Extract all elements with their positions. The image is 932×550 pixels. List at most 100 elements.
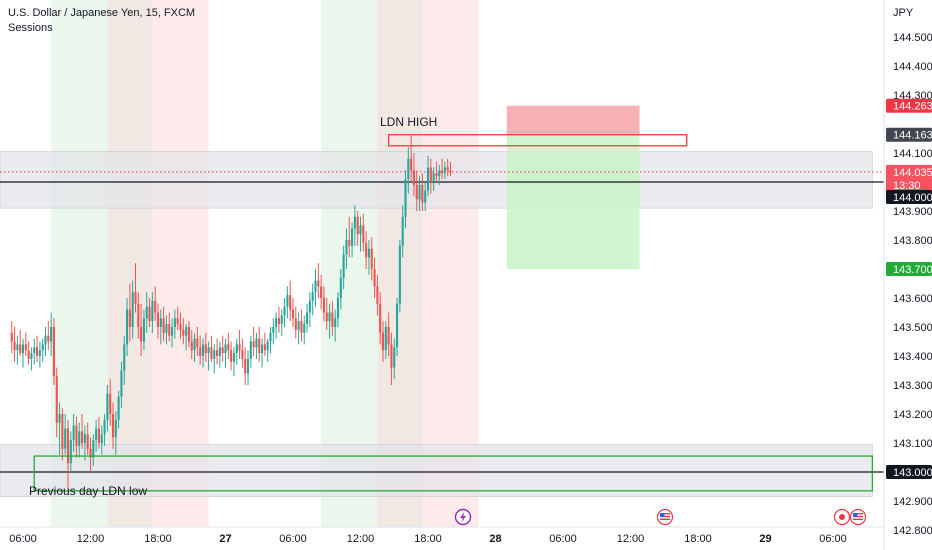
candle-body <box>387 327 390 345</box>
candle-body <box>303 324 306 333</box>
candle <box>421 173 424 211</box>
candle <box>221 335 224 362</box>
candle-body <box>69 440 72 464</box>
candle-body <box>359 225 362 235</box>
candle-body <box>55 376 58 423</box>
candle <box>86 422 89 455</box>
candle <box>286 286 289 319</box>
candle-body <box>241 350 244 359</box>
time-tick-label: 06:00 <box>9 533 37 545</box>
candle-body <box>123 344 126 371</box>
candle <box>199 335 202 365</box>
candle <box>114 411 117 455</box>
candle <box>38 341 41 368</box>
prev-day-low-box[interactable] <box>33 455 874 492</box>
candle-body <box>415 184 418 200</box>
candle <box>52 318 55 385</box>
candle-body <box>432 173 435 182</box>
candle-body <box>404 179 407 217</box>
candle <box>227 332 230 359</box>
candle-body <box>162 318 165 333</box>
candle-body <box>308 300 311 313</box>
prev-day-low-label: Previous day LDN low <box>29 484 147 498</box>
lightning-event-icon[interactable] <box>454 508 472 526</box>
candle-body <box>297 321 300 330</box>
ldn-high-box[interactable] <box>387 134 688 147</box>
candle-body <box>204 344 207 354</box>
session-shading-layer <box>51 0 479 527</box>
candle <box>106 385 109 432</box>
candle <box>134 263 137 313</box>
us-flag-event-icon[interactable] <box>656 508 674 526</box>
price-tick-label: 143.400 <box>893 351 932 363</box>
candle <box>173 309 176 339</box>
candle-body <box>21 344 25 354</box>
candle <box>103 414 106 446</box>
horizontal-lines-layer <box>0 171 884 473</box>
candle-body <box>398 245 401 304</box>
candle-body <box>92 440 95 458</box>
candle-body <box>190 341 193 351</box>
candle <box>213 344 216 374</box>
candle <box>379 292 382 345</box>
candle <box>66 419 70 490</box>
candle-body <box>137 303 140 327</box>
candle <box>263 332 266 356</box>
candle-body <box>449 170 452 172</box>
drawn-rectangles-layer[interactable] <box>33 134 874 492</box>
position-stop-zone[interactable] <box>506 105 640 135</box>
candle <box>154 286 157 322</box>
price-tick-label: 144.500 <box>893 32 932 44</box>
candle-body <box>249 341 252 359</box>
candle-body <box>128 309 131 327</box>
price-badge-bg <box>886 262 932 276</box>
candle <box>58 402 61 455</box>
candle <box>36 335 39 362</box>
candle-body <box>41 344 44 351</box>
candle-body <box>224 344 227 354</box>
position-target-zone[interactable] <box>506 134 640 269</box>
us-flag-event-icon-2[interactable] <box>849 508 867 526</box>
candle-body <box>36 347 39 356</box>
candle-body <box>19 344 22 354</box>
candle <box>365 231 368 269</box>
candle-body <box>176 318 179 325</box>
candle <box>429 158 432 194</box>
session-band-brown <box>107 0 153 527</box>
candle-body <box>370 248 373 269</box>
candle <box>370 237 373 281</box>
candle-body <box>421 184 424 203</box>
candle-body <box>30 353 33 359</box>
candle-body <box>320 286 323 298</box>
candle <box>216 338 219 365</box>
candle <box>207 341 210 371</box>
price-axis[interactable]: 144.500144.400144.300144.100143.900143.8… <box>893 32 932 537</box>
candle <box>336 292 340 327</box>
candle <box>418 176 421 211</box>
candle-body <box>429 167 432 182</box>
time-axis[interactable]: 06:00 12:00 18:00 27 06:00 12:00 18:00 28 06:00 1… <box>9 533 847 545</box>
candle <box>314 269 317 307</box>
candle <box>109 379 112 426</box>
candle <box>283 298 286 327</box>
candle <box>275 312 278 339</box>
candle-body <box>269 332 272 342</box>
candle <box>449 161 452 177</box>
candle-body <box>317 280 320 287</box>
candle-body <box>446 167 449 171</box>
position-tool-layer[interactable] <box>506 105 640 269</box>
candle <box>47 321 50 351</box>
candle <box>272 318 275 345</box>
price-badge-bg <box>886 127 932 142</box>
candle-body <box>179 324 182 330</box>
price-tick-label: 144.100 <box>893 148 932 160</box>
record-event-icon[interactable] <box>833 508 851 526</box>
currency-label: JPY <box>893 7 914 19</box>
candle-body <box>72 425 75 441</box>
candle-body <box>418 184 421 200</box>
price-badge: 144.263 <box>886 98 932 113</box>
candle <box>331 300 334 336</box>
candle <box>345 228 348 269</box>
